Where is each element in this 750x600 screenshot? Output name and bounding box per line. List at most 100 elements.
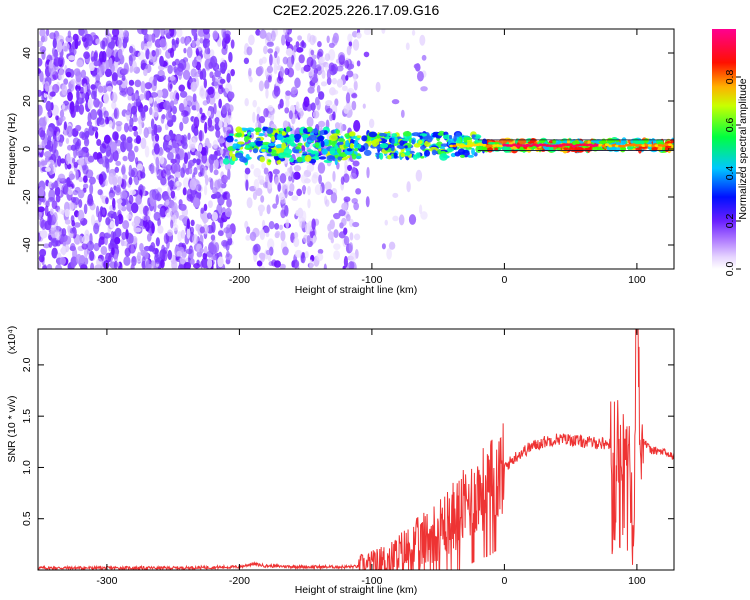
spectrogram-cell — [375, 81, 381, 93]
spectrogram-cell — [280, 198, 285, 205]
spectrogram-cell — [140, 137, 147, 150]
spectrogram-cell — [108, 57, 113, 70]
spectrogram-ridge-cell — [641, 144, 646, 148]
spectrogram-cell — [56, 131, 61, 142]
spectrogram-signal-cell — [295, 146, 301, 150]
snr-x-label: Height of straight line (km) — [295, 584, 418, 596]
spectrogram-cell — [265, 231, 270, 238]
spectrogram-cell — [199, 234, 204, 246]
spectrogram-cell — [244, 98, 249, 107]
spectrogram-cell — [125, 228, 129, 240]
spectrogram-ridge-cell — [452, 144, 457, 148]
spectrogram-cell — [55, 194, 61, 203]
spectrogram-cell — [128, 176, 133, 186]
spectrogram-signal-cell — [494, 147, 498, 151]
spectrogram-cell — [122, 155, 128, 162]
spectrogram-cell — [132, 125, 138, 132]
spectrogram-cell — [157, 225, 164, 234]
spectrogram-cell — [274, 222, 280, 230]
spectrogram-cell — [353, 202, 360, 211]
spectrogram-cell — [256, 106, 261, 115]
spectrogram-ridge-cell — [644, 143, 650, 147]
spectrogram-ridge-cell — [624, 143, 630, 147]
spectrogram-cell — [154, 258, 161, 264]
spectrogram-cell — [213, 91, 221, 100]
spectrogram-cell — [137, 163, 143, 172]
spectrogram-cell — [124, 139, 129, 149]
spectrogram-cell — [174, 171, 181, 179]
spectrogram-cell — [333, 229, 339, 239]
spectrogram-cell — [285, 219, 290, 229]
spectrogram-cell — [140, 249, 147, 257]
spectrogram-cell — [187, 162, 193, 170]
spectrogram-signal-cell — [400, 152, 406, 158]
spectrogram-cell — [178, 84, 186, 92]
spectrogram-cell — [213, 103, 217, 115]
spectrogram-cell — [185, 36, 191, 45]
spectrogram-signal-cell — [222, 158, 230, 165]
spectrogram-signal-cell — [323, 130, 328, 135]
spectrogram-cell — [285, 48, 293, 57]
spectrogram-cell — [63, 121, 67, 131]
spectrogram-cell — [166, 229, 174, 237]
spectrogram-cell — [245, 179, 249, 192]
spectrogram-signal-cell — [615, 139, 620, 143]
spectrogram-cell — [210, 55, 218, 68]
spectrogram-cell — [151, 223, 155, 234]
spectrogram-cell — [171, 202, 178, 214]
spectrogram-ridge-cell — [488, 144, 494, 148]
spectrogram-cell — [143, 90, 150, 101]
spectrogram-ridge-cell — [548, 144, 553, 148]
spectrogram-cell — [191, 105, 197, 111]
spectrogram-cell — [279, 173, 287, 184]
spectrogram-cell — [191, 39, 196, 48]
spectrogram-cell — [122, 174, 128, 181]
spectrogram-cell — [70, 256, 77, 269]
spectrogram-cell — [249, 76, 253, 83]
spectrogram-cell — [67, 225, 71, 233]
spectrogram-x-tick-label: 100 — [628, 274, 646, 286]
spectrogram-cell — [180, 229, 186, 239]
spectrogram-cell — [252, 191, 258, 200]
spectrogram-ridge-cell — [535, 144, 540, 147]
spectrogram-cell — [274, 50, 278, 59]
spectrogram-cell — [105, 144, 112, 157]
spectrogram-signal-cell — [626, 146, 634, 150]
spectrogram-cell — [86, 240, 95, 252]
spectrogram-cell — [317, 248, 324, 255]
spectrogram-cell — [192, 59, 198, 67]
spectrogram-cell — [144, 82, 153, 90]
spectrogram-cell — [38, 261, 42, 269]
spectrogram-cell — [227, 104, 234, 113]
spectrogram-cell — [45, 166, 51, 172]
spectrogram-cell — [266, 65, 274, 74]
spectrogram-cell — [160, 169, 167, 179]
spectrogram-ridge-cell — [502, 143, 507, 147]
spectrogram-cell — [192, 197, 201, 208]
spectrogram-cell — [187, 132, 191, 141]
spectrogram-cell — [93, 98, 100, 108]
spectrogram-ridge-cell — [598, 143, 603, 147]
spectrogram-cell — [344, 159, 348, 172]
spectrogram-cell — [128, 194, 134, 205]
spectrogram-signal-cell — [235, 126, 243, 133]
spectrogram-cell — [214, 116, 220, 124]
spectrogram-cell — [58, 117, 64, 124]
spectrogram-cell — [368, 118, 375, 129]
spectrogram-cell — [199, 107, 203, 115]
spectrogram-cell — [120, 68, 129, 74]
spectrogram-cell — [125, 109, 131, 116]
spectrogram-cell — [90, 262, 95, 269]
spectrogram-signal-cell — [252, 148, 259, 154]
spectrogram-cell — [57, 173, 66, 182]
spectrogram-signal-cell — [314, 127, 318, 135]
spectrogram-cell — [257, 65, 264, 75]
spectrogram-cell — [104, 179, 108, 187]
spectrogram-cell — [391, 99, 400, 105]
spectrogram-cell — [175, 180, 180, 187]
spectrogram-cell — [144, 145, 150, 158]
spectrogram-signal-cell — [379, 143, 389, 149]
spectrogram-cell — [149, 162, 155, 175]
spectrogram-ridge-cell — [667, 143, 673, 147]
spectrogram-cell — [39, 217, 45, 229]
